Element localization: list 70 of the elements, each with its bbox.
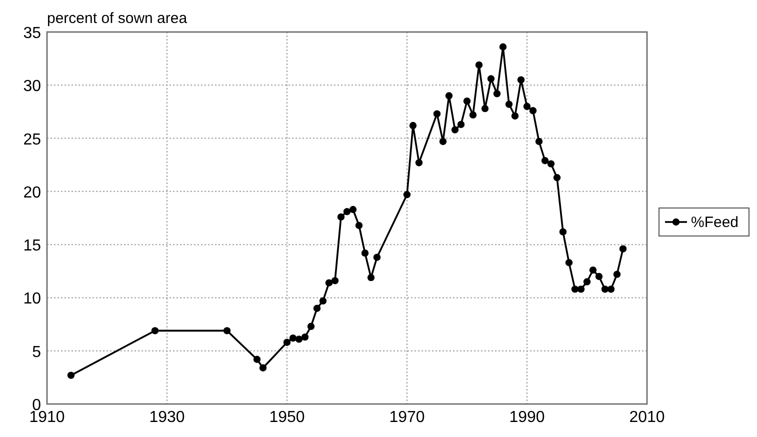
point — [529, 107, 537, 114]
point — [325, 279, 333, 286]
point — [307, 322, 315, 330]
point — [547, 160, 555, 168]
x-tick-label: 2010 — [629, 409, 665, 426]
point — [409, 122, 417, 130]
point — [223, 327, 231, 334]
y-tick-label: 5 — [32, 344, 42, 361]
point — [595, 272, 603, 280]
point — [559, 228, 567, 236]
point — [577, 286, 585, 293]
point — [457, 120, 465, 128]
point — [295, 336, 303, 343]
point — [607, 286, 615, 293]
y-axis-title: percent of sown area — [47, 10, 188, 27]
point — [487, 75, 495, 82]
y-tick-label: 35 — [23, 25, 42, 42]
point — [373, 254, 381, 261]
point — [535, 138, 543, 146]
point — [601, 286, 609, 293]
point — [583, 278, 591, 286]
point — [361, 249, 369, 257]
point — [475, 61, 483, 69]
point — [343, 208, 351, 216]
x-tick-label: 1970 — [389, 409, 425, 426]
point — [259, 364, 267, 372]
point — [505, 100, 513, 108]
point — [511, 112, 519, 120]
point — [151, 327, 159, 334]
point — [541, 157, 549, 164]
y-tick-label: 10 — [23, 290, 42, 308]
point — [313, 304, 321, 312]
point — [481, 104, 489, 112]
point — [445, 92, 453, 100]
point — [553, 174, 561, 182]
point — [433, 110, 441, 118]
y-tick-label: 25 — [23, 131, 42, 148]
y-tick-label: 15 — [23, 238, 42, 255]
point — [571, 286, 579, 293]
point — [367, 274, 375, 282]
x-tick-label: 1950 — [269, 409, 305, 426]
point — [619, 245, 627, 252]
legend-label: %Feed — [691, 214, 739, 231]
point — [415, 159, 423, 166]
point — [439, 138, 447, 146]
y-tick-label: 30 — [23, 78, 42, 96]
point — [565, 259, 573, 266]
point — [451, 126, 459, 134]
point — [523, 102, 531, 110]
point — [499, 43, 507, 50]
point — [469, 111, 477, 119]
point — [283, 338, 291, 346]
point — [331, 277, 339, 284]
point — [403, 191, 411, 198]
x-tick-label: 1930 — [149, 409, 185, 426]
point — [289, 334, 297, 342]
y-tick-label: 20 — [23, 184, 42, 202]
point — [493, 90, 501, 98]
point — [67, 372, 75, 379]
point — [349, 206, 357, 214]
point — [589, 266, 597, 274]
point — [301, 333, 309, 341]
point — [463, 97, 471, 105]
point — [253, 356, 261, 363]
point — [355, 222, 363, 230]
point — [319, 297, 327, 305]
point — [337, 213, 345, 221]
point — [517, 76, 525, 84]
x-tick-label: 1990 — [509, 409, 545, 426]
point — [613, 270, 621, 278]
